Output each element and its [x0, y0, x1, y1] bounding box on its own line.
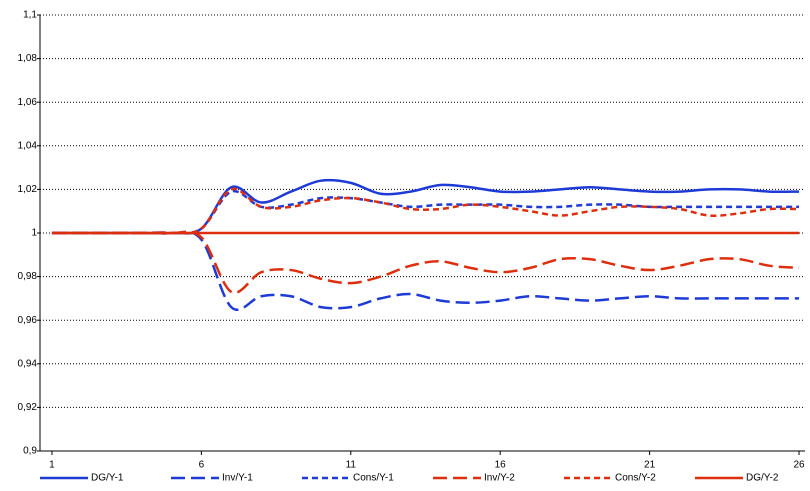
legend-label: DG/Y-1 — [91, 473, 124, 484]
y-tick-label: 1,02 — [18, 184, 38, 195]
series-line — [51, 187, 800, 235]
y-tick-label: 1 — [31, 228, 37, 239]
x-tick-label: 26 — [793, 460, 805, 471]
y-tick-label: 0,96 — [18, 315, 38, 326]
legend-label: Inv/Y-2 — [484, 473, 515, 484]
series-line — [51, 189, 800, 235]
legend-label: Inv/Y-1 — [222, 473, 253, 484]
x-tick-label: 11 — [346, 460, 357, 471]
y-tick-label: 0,9 — [23, 446, 37, 457]
y-tick-label: 0,98 — [18, 271, 38, 282]
y-tick-label: 1,06 — [18, 97, 38, 108]
y-tick-label: 1,08 — [18, 53, 38, 64]
x-tick-label: 6 — [199, 460, 205, 471]
x-tick-label: 1 — [49, 460, 55, 471]
series-line — [51, 230, 800, 311]
y-tick-label: 0,94 — [18, 358, 38, 369]
x-tick-label: 21 — [644, 460, 656, 471]
legend-label: Cons/Y-1 — [353, 473, 394, 484]
y-tick-label: 1,1 — [23, 10, 37, 21]
legend-label: Cons/Y-2 — [615, 473, 656, 484]
y-tick-label: 1,04 — [18, 140, 38, 151]
x-tick-label: 16 — [495, 460, 507, 471]
y-tick-label: 0,92 — [18, 402, 38, 413]
series-line — [51, 230, 800, 295]
legend-label: DG/Y-2 — [746, 473, 779, 484]
